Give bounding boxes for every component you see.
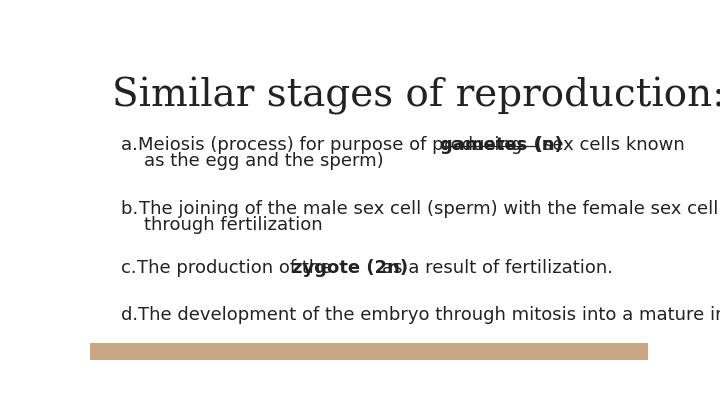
Text: (sex cells known: (sex cells known <box>536 136 684 154</box>
Text: b.: b. <box>121 200 144 218</box>
Text: Meiosis (process) for purpose of producing: Meiosis (process) for purpose of produci… <box>138 136 528 154</box>
Text: a.: a. <box>121 136 143 154</box>
Text: zygote (2n): zygote (2n) <box>292 259 408 277</box>
Text: gametes (n): gametes (n) <box>441 136 563 154</box>
Text: The joining of the male sex cell (sperm) with the female sex cell (egg): The joining of the male sex cell (sperm)… <box>138 200 720 218</box>
Text: through fertilization: through fertilization <box>121 216 323 234</box>
Text: c.: c. <box>121 259 142 277</box>
Text: d.: d. <box>121 306 143 324</box>
Text: as the egg and the sperm): as the egg and the sperm) <box>121 152 383 170</box>
Text: The development of the embryo through mitosis into a mature individual: The development of the embryo through mi… <box>138 306 720 324</box>
Text: The production of the: The production of the <box>138 259 338 277</box>
Text: as a result of fertilization.: as a result of fertilization. <box>382 259 613 277</box>
Text: Similar stages of reproduction:: Similar stages of reproduction: <box>112 77 720 115</box>
Bar <box>90 343 648 360</box>
